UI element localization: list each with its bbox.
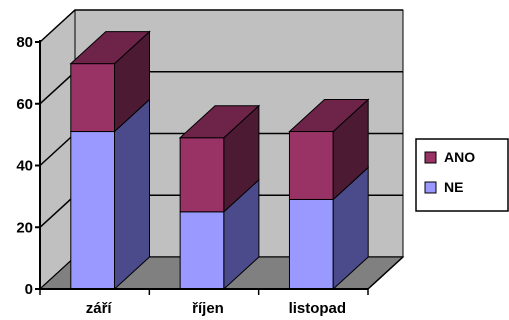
bar-top (69, 31, 151, 65)
legend-frame (415, 138, 509, 212)
legend-swatch-ne (424, 181, 437, 194)
legend-swatch-ano (424, 151, 437, 164)
y-tick-label: 20 (16, 219, 33, 236)
floor-edge (367, 256, 404, 290)
category-labels: září říjen listopad (86, 300, 346, 317)
legend-label-ne: NE (444, 179, 463, 195)
y-tick-label: 40 (16, 158, 33, 175)
bar-ano-front (288, 131, 334, 200)
bar-ne-front (70, 131, 116, 290)
bars (69, 30, 370, 291)
legend: ANO NE (415, 138, 509, 212)
y-tick-label: 60 (16, 96, 33, 113)
legend-label-ano: ANO (444, 149, 475, 165)
gridline (39, 9, 403, 43)
y-tick-label: 0 (25, 281, 33, 298)
y-tick-label: 80 (16, 34, 33, 51)
value-axis (35, 40, 404, 295)
bar-ne-front (288, 198, 334, 290)
bar-ne-side (114, 98, 150, 291)
category-label: říjen (192, 300, 224, 317)
y-tick-labels: 0 20 40 60 80 (16, 34, 33, 298)
bar-ano-front (70, 63, 116, 133)
bar-ano-front (179, 137, 225, 213)
bar-top (288, 99, 370, 132)
bar-ne-front (179, 211, 225, 290)
category-label: listopad (289, 300, 347, 317)
bar-top (178, 105, 261, 139)
category-label: září (86, 300, 113, 317)
